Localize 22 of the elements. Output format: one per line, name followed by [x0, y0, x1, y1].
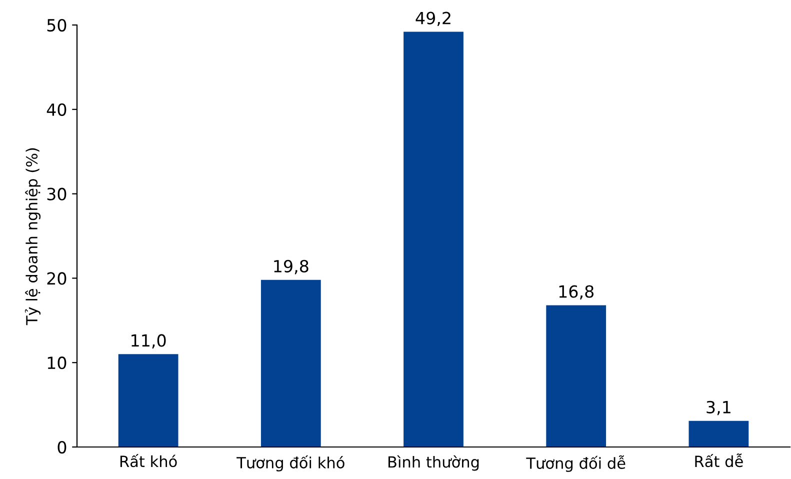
x-tick-label: Tương đối dễ — [526, 455, 626, 472]
y-tick-label: 0 — [58, 440, 66, 454]
data-label: 3,1 — [706, 400, 730, 416]
y-tick-label: 20 — [47, 272, 66, 285]
bar — [688, 420, 749, 447]
x-tick-label: Tương đối khó — [236, 455, 344, 472]
bar — [404, 32, 464, 447]
data-label: 16,8 — [559, 285, 594, 300]
x-tick-label: Bình thường — [388, 455, 479, 471]
x-tick-label: Rất dễ — [695, 454, 743, 468]
y-axis-title: Tỷ lệ doanh nghiệp (%) — [24, 148, 41, 326]
y-tick-label: 40 — [46, 103, 66, 116]
y-tick-label: 10 — [48, 356, 66, 370]
data-label: 19,8 — [274, 260, 308, 274]
y-tick-label: 30 — [47, 188, 66, 200]
x-tick-label: Rất khó — [120, 454, 177, 468]
bar — [260, 280, 321, 447]
data-label: 49,2 — [416, 12, 450, 26]
y-tick-label: 50 — [47, 18, 66, 32]
data-label: 11,0 — [132, 334, 166, 348]
bar — [118, 354, 178, 447]
bar — [546, 305, 606, 447]
